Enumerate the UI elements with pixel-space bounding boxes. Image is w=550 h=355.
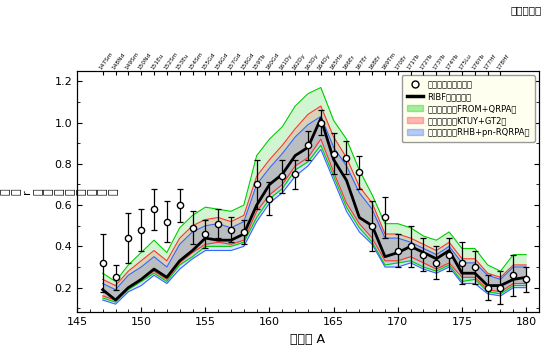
Text: （安定核）: （安定核） (510, 5, 542, 15)
X-axis label: 質量数 A: 質量数 A (290, 333, 326, 346)
Y-axis label: 太
陽
系
・
r
過
程
の
元
素
存
在
度: 太 陽 系 ・ r 過 程 の 元 素 存 在 度 (0, 189, 119, 195)
Legend: 太陽系・観測データ, RIBF実験データ, 理論計算１（FROM+QRPA）, 理論計算２（KTUY+GT2）, 理論計算３（RHB+pn-RQRPA）: 太陽系・観測データ, RIBF実験データ, 理論計算１（FROM+QRPA）, … (402, 75, 535, 142)
